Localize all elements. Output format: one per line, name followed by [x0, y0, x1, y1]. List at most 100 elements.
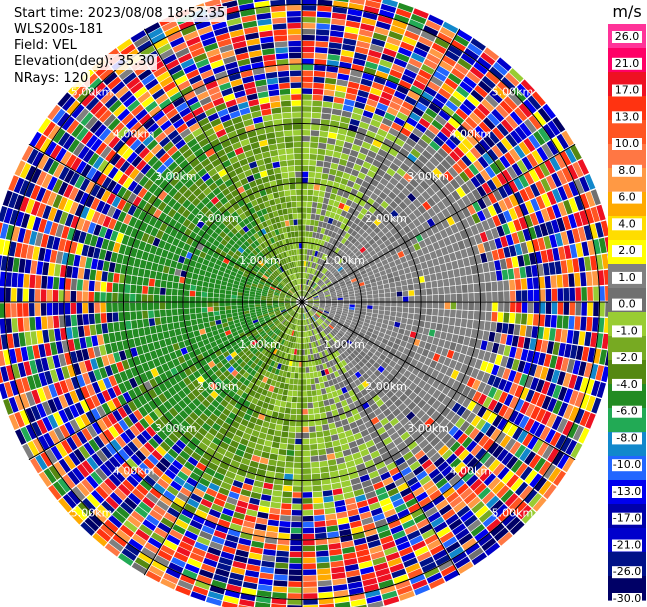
velocity-gate [466, 215, 476, 227]
velocity-gate [434, 114, 447, 126]
velocity-gate [501, 169, 513, 183]
velocity-gate [575, 302, 582, 316]
velocity-gate [244, 477, 255, 486]
velocity-gate [583, 362, 593, 378]
velocity-gate [402, 142, 413, 153]
velocity-gate [474, 302, 480, 311]
velocity-gate [360, 448, 370, 457]
velocity-gate [335, 324, 342, 330]
velocity-gate [267, 345, 273, 352]
velocity-gate [414, 295, 421, 302]
velocity-gate [125, 543, 140, 556]
velocity-gate [372, 113, 384, 123]
velocity-gate [254, 405, 262, 413]
velocity-gate [104, 478, 117, 491]
velocity-gate [323, 197, 330, 205]
velocity-gate [307, 299, 314, 301]
velocity-gate [295, 426, 302, 433]
velocity-gate [147, 470, 160, 482]
velocity-gate [238, 314, 245, 319]
velocity-gate [432, 167, 443, 178]
velocity-gate [36, 403, 47, 418]
velocity-gate [313, 353, 318, 360]
velocity-gate [476, 329, 484, 340]
velocity-gate [235, 549, 249, 558]
velocity-gate [468, 547, 484, 561]
velocity-gate [322, 424, 330, 431]
velocity-gate [393, 363, 402, 372]
velocity-gate [106, 282, 113, 292]
velocity-gate [300, 307, 302, 314]
velocity-gate [402, 307, 409, 313]
velocity-gate [377, 222, 386, 230]
velocity-gate [271, 317, 277, 322]
velocity-gate [537, 352, 546, 366]
velocity-gate [474, 125, 487, 138]
velocity-gate [343, 275, 350, 281]
velocity-gate [240, 418, 249, 427]
velocity-gate [578, 427, 590, 444]
velocity-gate [425, 315, 432, 322]
velocity-gate [356, 323, 363, 329]
velocity-gate [160, 287, 166, 295]
velocity-gate [340, 285, 347, 289]
velocity-gate [289, 329, 293, 336]
velocity-gate [507, 221, 517, 234]
velocity-gate [317, 196, 324, 203]
velocity-gate [534, 365, 543, 378]
velocity-gate [333, 584, 348, 592]
velocity-gate [333, 254, 339, 261]
velocity-gate [316, 352, 321, 359]
velocity-gate [308, 342, 312, 349]
velocity-gate [100, 313, 107, 324]
velocity-gate [386, 427, 397, 436]
velocity-gate [441, 271, 449, 280]
velocity-gate [316, 154, 325, 161]
velocity-gate [123, 380, 133, 391]
velocity-gate [373, 298, 379, 302]
velocity-gate [319, 339, 324, 345]
velocity-gate [325, 297, 331, 300]
velocity-gate [535, 180, 546, 195]
velocity-gate [322, 234, 328, 241]
velocity-gate [314, 269, 318, 276]
velocity-gate [271, 392, 278, 400]
velocity-gate [366, 246, 374, 253]
velocity-gate [219, 289, 226, 294]
velocity-gate [527, 313, 534, 326]
velocity-gate [530, 183, 541, 197]
velocity-gate [386, 390, 395, 399]
velocity-gate [313, 407, 320, 414]
velocity-gate [233, 334, 241, 341]
velocity-gate [341, 287, 348, 292]
velocity-gate [349, 118, 360, 127]
velocity-gate [280, 308, 286, 312]
velocity-gate [472, 320, 479, 330]
velocity-gate [313, 298, 319, 301]
velocity-gate [533, 165, 545, 180]
velocity-gate [433, 136, 445, 147]
velocity-gate [394, 371, 403, 380]
velocity-gate [331, 294, 337, 298]
velocity-gate [143, 475, 156, 487]
velocity-gate [125, 320, 132, 330]
velocity-gate [312, 196, 319, 202]
velocity-gate [303, 290, 305, 297]
velocity-gate [577, 159, 589, 175]
velocity-gate [445, 410, 456, 421]
velocity-gate [226, 534, 239, 543]
velocity-gate [361, 479, 373, 488]
velocity-gate [74, 402, 85, 416]
velocity-gate [425, 281, 432, 289]
velocity-gate [376, 318, 383, 324]
velocity-gate [296, 331, 299, 337]
velocity-gate [332, 488, 343, 496]
velocity-gate [333, 226, 340, 233]
velocity-gate [82, 372, 91, 385]
velocity-gate [386, 461, 397, 471]
velocity-gate [357, 127, 368, 136]
velocity-gate [376, 280, 383, 286]
velocity-gate [435, 554, 451, 566]
velocity-gate [430, 410, 441, 421]
velocity-gate [477, 103, 491, 117]
